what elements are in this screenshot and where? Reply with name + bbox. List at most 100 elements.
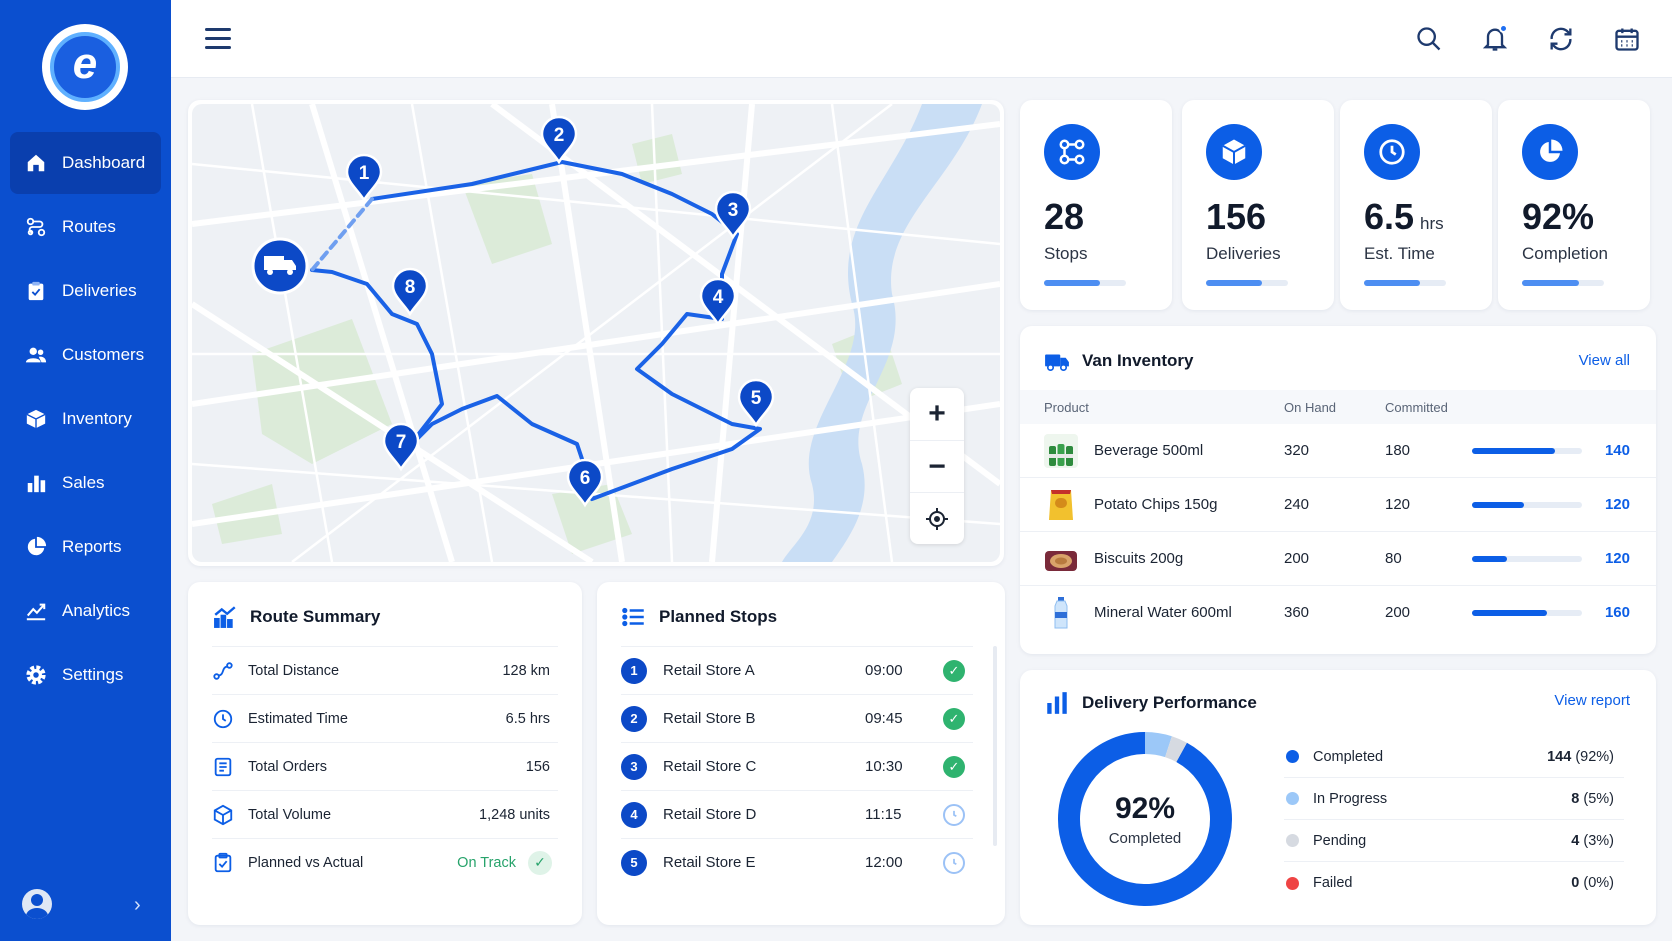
sidebar-item-label: Inventory: [62, 409, 132, 428]
sidebar-nav: Dashboard Routes Deliveries Customers In…: [10, 132, 161, 708]
on-hand-value: 360: [1284, 604, 1310, 621]
kpi-label: Deliveries: [1206, 244, 1281, 263]
sidebar-item-analytics[interactable]: Analytics: [10, 580, 161, 642]
product-name: Biscuits 200g: [1094, 550, 1184, 567]
availability-bar: [1472, 610, 1582, 616]
refresh-icon[interactable]: [1544, 22, 1578, 56]
column-header-on-hand: On Hand: [1284, 400, 1337, 415]
stop-row[interactable]: 2 Retail Store B 09:45 ✓: [621, 694, 973, 742]
search-icon[interactable]: [1412, 22, 1446, 56]
committed-value: 80: [1385, 550, 1402, 567]
available-value: 120: [1604, 496, 1630, 513]
sidebar-item-dashboard[interactable]: Dashboard: [10, 132, 161, 194]
stop-number: 1: [621, 657, 647, 684]
zoom-out-button[interactable]: −: [910, 440, 964, 492]
stop-number: 3: [621, 753, 647, 780]
sidebar-item-label: Analytics: [62, 601, 131, 620]
summary-label: Total Distance: [248, 662, 340, 679]
kpi-progress: [1364, 280, 1446, 286]
column-header-committed: Committed: [1385, 400, 1448, 415]
locate-icon[interactable]: [910, 492, 964, 544]
legend-item: Completed 144 (92%): [1284, 736, 1624, 778]
route-summary-card: Route Summary Total Distance 128 km Esti…: [188, 582, 582, 925]
sidebar-item-deliveries[interactable]: Deliveries: [10, 260, 161, 322]
kpi-progress: [1044, 280, 1126, 286]
summary-label: Planned vs Actual: [248, 854, 364, 871]
stop-name: Retail Store E: [663, 854, 756, 871]
summary-label: Estimated Time: [248, 710, 348, 727]
stop-row[interactable]: 3 Retail Store C 10:30 ✓: [621, 742, 973, 790]
check-icon: ✓: [943, 755, 965, 778]
bar-chart-icon: [1047, 692, 1067, 714]
stop-row[interactable]: 5 Retail Store E 12:00: [621, 838, 973, 886]
table-row[interactable]: Potato Chips 150g 240 120 120: [1020, 478, 1656, 532]
stop-pin-label: 2: [554, 125, 565, 146]
truck-marker[interactable]: [251, 237, 309, 295]
menu-icon[interactable]: [205, 28, 231, 50]
legend-label: Pending: [1313, 832, 1367, 849]
kpi-label: Completion: [1522, 244, 1608, 263]
clipboard-icon: [24, 279, 48, 303]
list-icon: [622, 607, 644, 627]
product-name: Potato Chips 150g: [1094, 496, 1218, 513]
availability-bar: [1472, 502, 1582, 508]
stop-pin-5[interactable]: 5: [737, 378, 775, 428]
summary-value: 1,248 units: [479, 806, 550, 823]
clock-icon: [1364, 124, 1420, 180]
gear-icon: [24, 663, 48, 687]
orders-icon: [214, 757, 232, 776]
stop-pin-4[interactable]: 4: [699, 277, 737, 327]
stop-pin-8[interactable]: 8: [391, 267, 429, 317]
stop-pin-2[interactable]: 2: [540, 115, 578, 165]
sidebar-item-reports[interactable]: Reports: [10, 516, 161, 578]
bell-icon[interactable]: [1478, 22, 1512, 56]
stop-row[interactable]: 4 Retail Store D 11:15: [621, 790, 973, 838]
legend-count: 8: [1571, 790, 1580, 807]
view-report-link[interactable]: View report: [1554, 692, 1630, 709]
table-row[interactable]: Biscuits 200g 200 80 120: [1020, 532, 1656, 586]
map-controls: + −: [910, 388, 964, 544]
on-hand-value: 200: [1284, 550, 1310, 567]
table-row[interactable]: Mineral Water 600ml 360 200 160: [1020, 586, 1656, 640]
sidebar-item-inventory[interactable]: Inventory: [10, 388, 161, 450]
stop-pin-label: 8: [405, 277, 416, 298]
route-map[interactable]: 1 2 3 4 5 6 7 8 + −: [188, 100, 1004, 566]
user-avatar[interactable]: [22, 889, 52, 919]
app-logo[interactable]: e: [42, 24, 128, 110]
sidebar-item-routes[interactable]: Routes: [10, 196, 161, 258]
calendar-icon[interactable]: [1610, 22, 1644, 56]
table-row[interactable]: Beverage 500ml 320 180 140: [1020, 424, 1656, 478]
sidebar-item-customers[interactable]: Customers: [10, 324, 161, 386]
stop-time: 11:15: [865, 806, 902, 823]
scrollbar[interactable]: [993, 646, 997, 846]
stop-name: Retail Store A: [663, 662, 755, 679]
view-all-link[interactable]: View all: [1578, 352, 1630, 369]
zoom-in-button[interactable]: +: [928, 397, 946, 430]
stop-pin-6[interactable]: 6: [566, 458, 604, 508]
stop-name: Retail Store C: [663, 758, 757, 775]
available-value: 160: [1604, 604, 1630, 621]
stop-row[interactable]: 1 Retail Store A 09:00 ✓: [621, 646, 973, 694]
kpi-deliveries: 156 Deliveries: [1182, 100, 1334, 310]
stop-time: 12:00: [865, 854, 903, 871]
sidebar-item-sales[interactable]: Sales: [10, 452, 161, 514]
clock-icon: [943, 803, 965, 826]
stop-pin-3[interactable]: 3: [714, 190, 752, 240]
stop-pin-1[interactable]: 1: [345, 153, 383, 203]
stop-pin-7[interactable]: 7: [382, 422, 420, 472]
sidebar-item-label: Dashboard: [62, 153, 146, 172]
clock-icon: [943, 851, 965, 874]
committed-value: 120: [1385, 496, 1411, 513]
performance-donut: [1058, 732, 1232, 906]
kpi-completion: 92% Completion: [1498, 100, 1650, 310]
sidebar-item-label: Settings: [62, 665, 124, 684]
sidebar-item-settings[interactable]: Settings: [10, 644, 161, 706]
map-canvas[interactable]: 1 2 3 4 5 6 7 8: [192, 104, 1000, 562]
legend-item: In Progress 8 (5%): [1284, 778, 1624, 820]
pie-chart-icon: [24, 535, 48, 559]
legend-pct: (0%): [1583, 875, 1614, 891]
kpi-est-time: 6.5 hrs Est. Time: [1340, 100, 1492, 310]
summary-row-orders: Total Orders 156: [212, 742, 558, 790]
chevron-right-icon[interactable]: ›: [134, 894, 141, 916]
notification-dot: [1499, 24, 1508, 33]
